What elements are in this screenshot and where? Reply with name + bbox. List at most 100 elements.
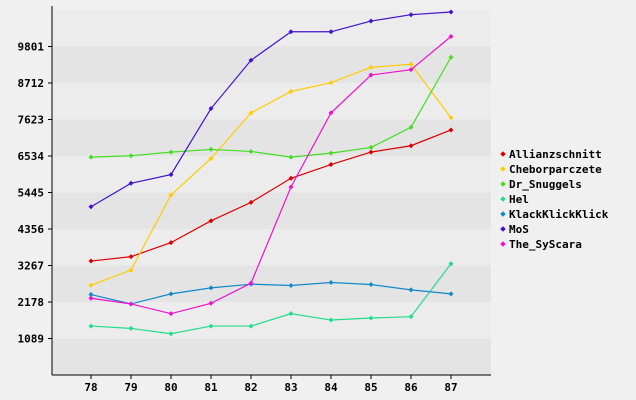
legend-marker — [500, 181, 506, 187]
legend-label: Hel — [509, 193, 529, 206]
legend-marker — [500, 166, 506, 172]
grid-band — [52, 46, 491, 83]
x-tick-label: 87 — [444, 381, 457, 394]
data-point — [368, 282, 374, 288]
y-tick-label: 1089 — [18, 333, 45, 346]
data-point — [128, 153, 134, 159]
y-tick-label: 4356 — [18, 223, 45, 236]
legend-label: Dr_Snuggels — [509, 178, 582, 191]
data-point — [328, 317, 334, 323]
series-line — [90, 63, 452, 286]
data-point — [88, 154, 94, 160]
data-point — [248, 110, 254, 116]
data-point — [448, 291, 454, 297]
data-point — [128, 301, 134, 307]
data-point — [328, 279, 334, 285]
data-point — [248, 199, 254, 205]
data-point — [368, 72, 374, 78]
data-point — [248, 280, 254, 286]
data-point — [208, 155, 214, 161]
legend-marker — [500, 196, 506, 202]
data-point — [408, 12, 414, 18]
legend-label: MoS — [509, 223, 529, 236]
grid-band — [52, 156, 491, 193]
data-point — [208, 146, 214, 152]
data-point — [168, 192, 174, 198]
legend-label: The_SyScara — [509, 238, 582, 251]
legend: Allianzschnitt Cheborparczete Dr_Snuggels H… — [500, 148, 609, 251]
series-the-syscara — [88, 33, 454, 317]
data-point — [168, 331, 174, 337]
series-line — [90, 36, 452, 315]
data-point — [88, 295, 94, 301]
data-point — [168, 311, 174, 317]
series-dr-snuggels — [88, 54, 454, 160]
data-point — [408, 287, 414, 293]
data-point — [208, 285, 214, 291]
data-point — [168, 291, 174, 297]
x-tick-label: 83 — [284, 381, 297, 394]
data-point — [368, 315, 374, 321]
data-point — [288, 311, 294, 317]
data-point — [368, 18, 374, 24]
data-point — [88, 323, 94, 329]
x-tick-label: 82 — [244, 381, 257, 394]
data-point — [328, 29, 334, 35]
data-point — [248, 323, 254, 329]
series-line — [90, 11, 452, 208]
y-tick-label: 6534 — [18, 150, 45, 163]
data-point — [88, 204, 94, 210]
legend-marker — [500, 211, 506, 217]
series-line — [90, 263, 452, 335]
y-tick-label: 9801 — [18, 41, 45, 54]
x-tick-label: 85 — [364, 381, 377, 394]
data-point — [368, 144, 374, 150]
grid-band — [52, 192, 491, 229]
x-tick-label: 86 — [404, 381, 418, 394]
data-point — [408, 143, 414, 149]
y-tick-label: 2178 — [18, 296, 45, 309]
grid-band — [52, 265, 491, 302]
data-point — [288, 175, 294, 181]
data-point — [448, 54, 454, 60]
data-point — [168, 240, 174, 246]
series-mos — [88, 9, 454, 210]
data-point — [448, 9, 454, 15]
data-point — [88, 282, 94, 288]
series-line — [90, 129, 452, 262]
y-axis-ticks: 1089 2178 3267 4356 5445 6534 7623 8712 9801 — [18, 41, 52, 346]
data-point — [208, 300, 214, 306]
legend-label: Allianzschnitt — [509, 148, 602, 161]
data-point — [448, 127, 454, 133]
axes — [51, 6, 491, 376]
legend-marker — [500, 226, 506, 232]
data-point — [208, 218, 214, 224]
data-point — [448, 115, 454, 121]
grid-band — [52, 119, 491, 156]
data-point — [368, 64, 374, 70]
series-cheborparczete — [88, 61, 454, 288]
data-point — [88, 258, 94, 264]
data-point — [248, 57, 254, 63]
data-point — [448, 33, 454, 39]
series-line — [90, 56, 452, 158]
legend-label: KlackKlickKlick — [509, 208, 609, 221]
data-point — [128, 325, 134, 331]
data-point — [328, 150, 334, 156]
data-point — [208, 106, 214, 112]
legend-label: Cheborparczete — [509, 163, 602, 176]
data-point — [248, 148, 254, 154]
x-tick-label: 81 — [204, 381, 218, 394]
series-line — [90, 281, 452, 305]
series-layer — [88, 9, 454, 337]
data-point — [128, 267, 134, 273]
legend-marker — [500, 151, 506, 157]
data-point — [368, 149, 374, 155]
y-tick-label: 7623 — [18, 114, 45, 127]
data-point — [328, 162, 334, 168]
data-point — [288, 29, 294, 35]
x-tick-label: 78 — [84, 381, 97, 394]
y-tick-label: 8712 — [18, 77, 45, 90]
